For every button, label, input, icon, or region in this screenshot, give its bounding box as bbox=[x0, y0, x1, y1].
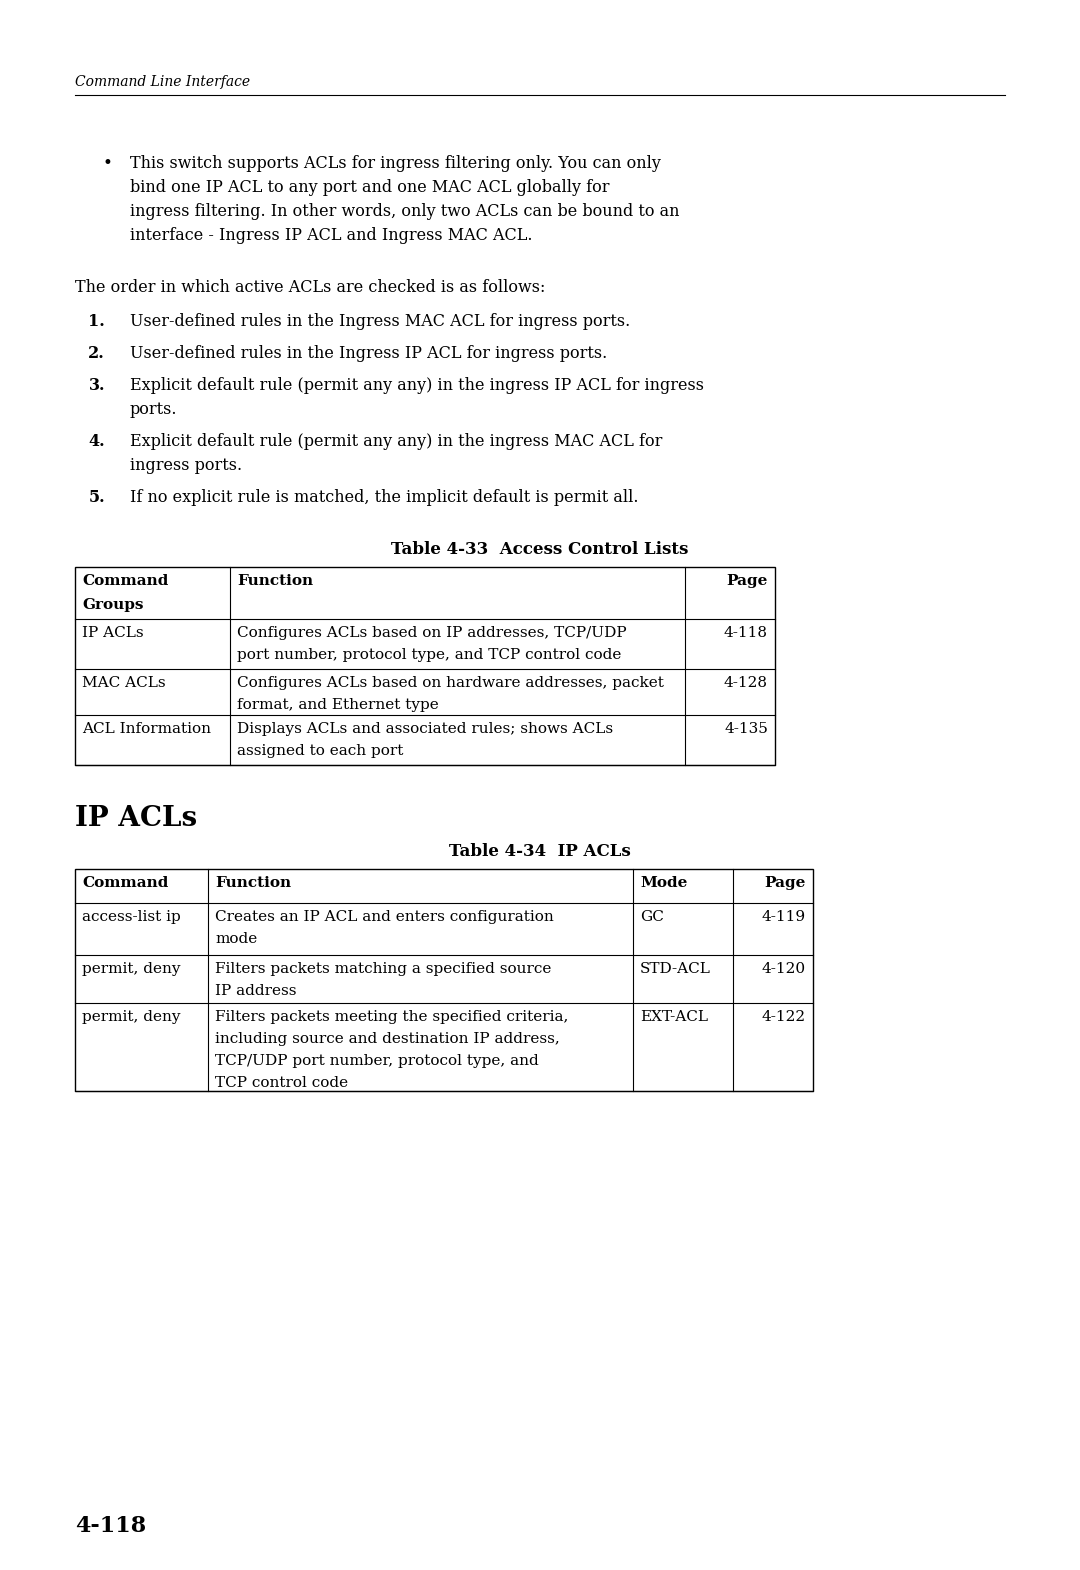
Text: bind one IP ACL to any port and one MAC ACL globally for: bind one IP ACL to any port and one MAC … bbox=[130, 179, 609, 196]
Text: If no explicit rule is matched, the implicit default is permit all.: If no explicit rule is matched, the impl… bbox=[130, 488, 638, 506]
Text: ports.: ports. bbox=[130, 400, 177, 418]
Text: 4-118: 4-118 bbox=[724, 626, 768, 641]
Text: ACL Information: ACL Information bbox=[82, 722, 211, 736]
Text: 4-135: 4-135 bbox=[724, 722, 768, 736]
Text: IP ACLs: IP ACLs bbox=[82, 626, 144, 641]
Text: Configures ACLs based on hardware addresses, packet: Configures ACLs based on hardware addres… bbox=[237, 677, 664, 689]
Text: GC: GC bbox=[640, 911, 664, 925]
Text: ingress ports.: ingress ports. bbox=[130, 457, 242, 474]
Text: ingress filtering. In other words, only two ACLs can be bound to an: ingress filtering. In other words, only … bbox=[130, 203, 679, 220]
Text: MAC ACLs: MAC ACLs bbox=[82, 677, 165, 689]
Text: IP address: IP address bbox=[215, 984, 297, 999]
Text: 1.: 1. bbox=[89, 312, 105, 330]
Text: This switch supports ACLs for ingress filtering only. You can only: This switch supports ACLs for ingress fi… bbox=[130, 155, 661, 173]
Text: Mode: Mode bbox=[640, 876, 687, 890]
Text: 4.: 4. bbox=[89, 433, 105, 451]
Text: access-list ip: access-list ip bbox=[82, 911, 180, 925]
Text: Groups: Groups bbox=[82, 598, 144, 612]
Text: 4-122: 4-122 bbox=[761, 1010, 806, 1024]
Text: Function: Function bbox=[237, 575, 313, 589]
Text: Configures ACLs based on IP addresses, TCP/UDP: Configures ACLs based on IP addresses, T… bbox=[237, 626, 626, 641]
Text: User-defined rules in the Ingress IP ACL for ingress ports.: User-defined rules in the Ingress IP ACL… bbox=[130, 345, 607, 363]
Text: Page: Page bbox=[765, 876, 806, 890]
Text: •: • bbox=[103, 155, 112, 173]
Text: EXT-ACL: EXT-ACL bbox=[640, 1010, 708, 1024]
Text: User-defined rules in the Ingress MAC ACL for ingress ports.: User-defined rules in the Ingress MAC AC… bbox=[130, 312, 631, 330]
Text: 4-118: 4-118 bbox=[75, 1515, 146, 1537]
Text: format, and Ethernet type: format, and Ethernet type bbox=[237, 699, 438, 713]
Text: 4-128: 4-128 bbox=[724, 677, 768, 689]
Text: IP ACLs: IP ACLs bbox=[75, 805, 198, 832]
Text: assigned to each port: assigned to each port bbox=[237, 744, 403, 758]
Text: Displays ACLs and associated rules; shows ACLs: Displays ACLs and associated rules; show… bbox=[237, 722, 613, 736]
Text: permit, deny: permit, deny bbox=[82, 1010, 180, 1024]
Text: port number, protocol type, and TCP control code: port number, protocol type, and TCP cont… bbox=[237, 648, 621, 663]
Text: The order in which active ACLs are checked is as follows:: The order in which active ACLs are check… bbox=[75, 279, 545, 297]
Text: TCP control code: TCP control code bbox=[215, 1075, 348, 1090]
Text: interface - Ingress IP ACL and Ingress MAC ACL.: interface - Ingress IP ACL and Ingress M… bbox=[130, 228, 532, 243]
Text: Filters packets meeting the specified criteria,: Filters packets meeting the specified cr… bbox=[215, 1010, 568, 1024]
Text: Table 4-33  Access Control Lists: Table 4-33 Access Control Lists bbox=[391, 542, 689, 557]
Text: including source and destination IP address,: including source and destination IP addr… bbox=[215, 1031, 559, 1046]
Text: Explicit default rule (permit any any) in the ingress MAC ACL for: Explicit default rule (permit any any) i… bbox=[130, 433, 662, 451]
Text: Page: Page bbox=[727, 575, 768, 589]
Text: STD-ACL: STD-ACL bbox=[640, 962, 711, 977]
Text: Table 4-34  IP ACLs: Table 4-34 IP ACLs bbox=[449, 843, 631, 860]
Text: TCP/UDP port number, protocol type, and: TCP/UDP port number, protocol type, and bbox=[215, 1053, 539, 1068]
Bar bbox=[75, 567, 775, 765]
Text: 2.: 2. bbox=[89, 345, 105, 363]
Text: permit, deny: permit, deny bbox=[82, 962, 180, 977]
Text: Explicit default rule (permit any any) in the ingress IP ACL for ingress: Explicit default rule (permit any any) i… bbox=[130, 377, 704, 394]
Text: 3.: 3. bbox=[89, 377, 105, 394]
Text: Command: Command bbox=[82, 876, 168, 890]
Text: Function: Function bbox=[215, 876, 292, 890]
Text: mode: mode bbox=[215, 933, 257, 947]
Text: Command Line Interface: Command Line Interface bbox=[75, 75, 251, 89]
Text: Creates an IP ACL and enters configuration: Creates an IP ACL and enters configurati… bbox=[215, 911, 554, 925]
Text: 4-120: 4-120 bbox=[761, 962, 806, 977]
Text: 5.: 5. bbox=[89, 488, 105, 506]
Text: 4-119: 4-119 bbox=[761, 911, 806, 925]
Text: Filters packets matching a specified source: Filters packets matching a specified sou… bbox=[215, 962, 552, 977]
Text: Command: Command bbox=[82, 575, 168, 589]
Bar bbox=[75, 870, 813, 1091]
